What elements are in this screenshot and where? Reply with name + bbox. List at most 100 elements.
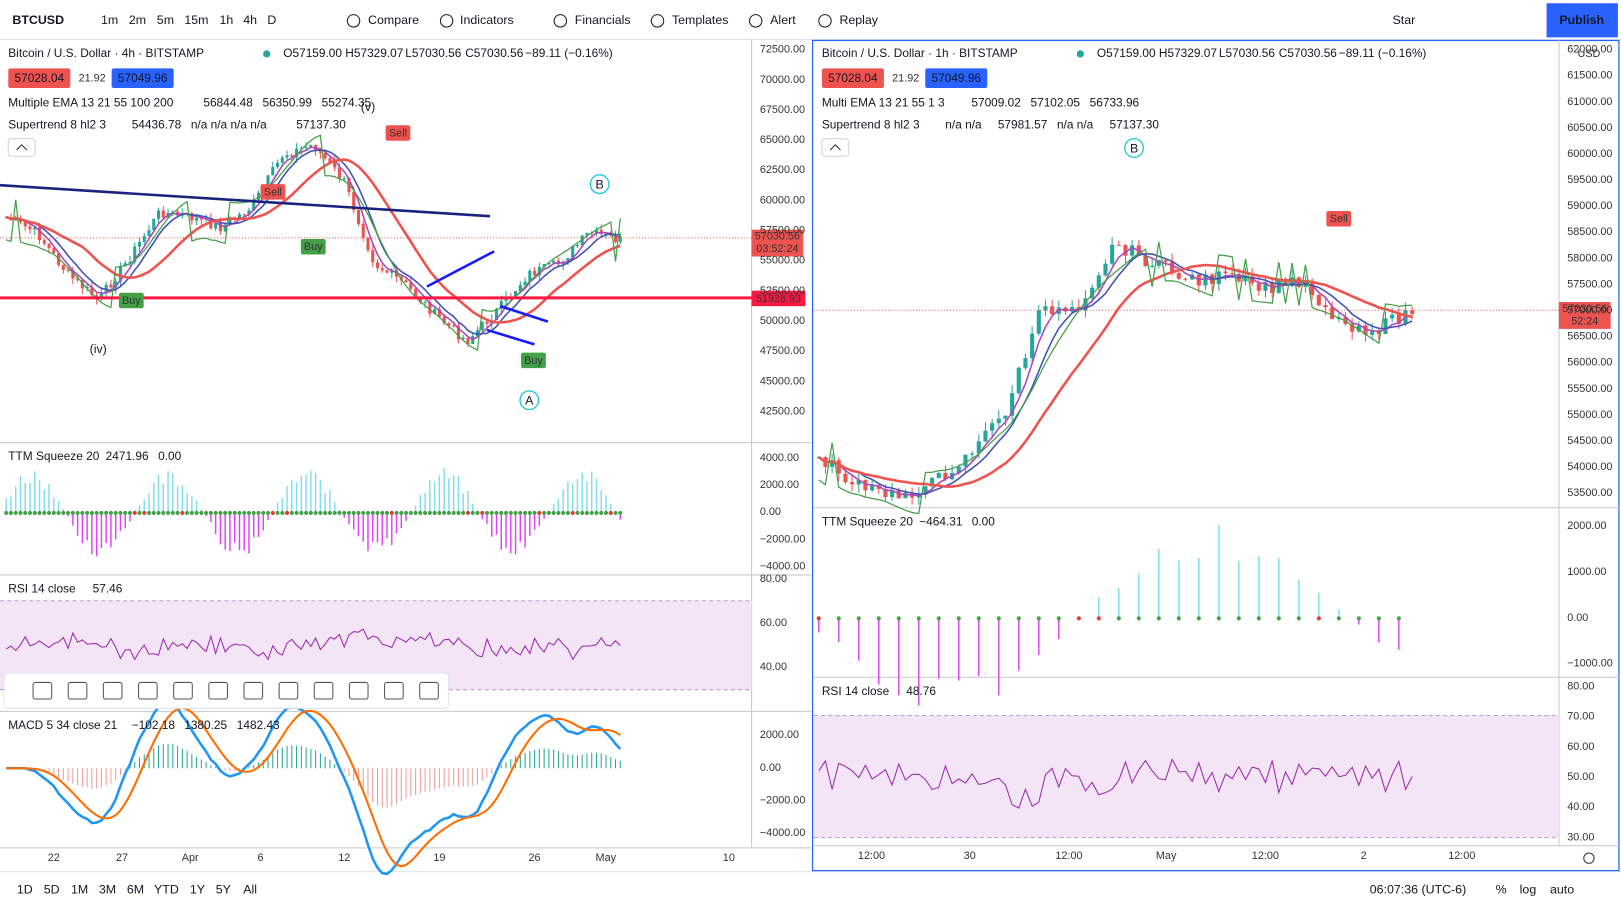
candle-body <box>123 263 127 267</box>
candle-body <box>1376 331 1381 334</box>
indicator-axis-label: 0.00 <box>1567 612 1588 624</box>
drawing-tool[interactable] <box>32 681 53 700</box>
squeeze-dot <box>370 510 375 515</box>
drawing-toolbar[interactable] <box>3 672 450 709</box>
candle-body <box>1350 324 1355 332</box>
candle-body <box>485 321 489 324</box>
candle-body <box>109 284 113 288</box>
candle-body <box>983 430 988 442</box>
interval-button[interactable]: D <box>267 13 276 27</box>
candle-body <box>1143 255 1148 267</box>
scale-option[interactable]: log <box>1520 883 1537 897</box>
toolbar-button[interactable]: Replay <box>839 13 878 27</box>
candle-body <box>1330 307 1335 320</box>
candle-body <box>228 218 232 225</box>
squeeze-dot <box>161 510 166 515</box>
squeeze-dot <box>361 510 366 515</box>
candle-body <box>252 199 256 211</box>
candle-body <box>352 192 356 211</box>
candle-body <box>328 158 332 163</box>
toolbar-button[interactable]: Financials <box>575 13 631 27</box>
ohlc-value: O57159.00 <box>1097 46 1156 60</box>
scale-option[interactable]: auto <box>1550 883 1574 897</box>
wave-circle <box>519 390 540 411</box>
squeeze-dot <box>816 616 821 621</box>
drawing-tool[interactable] <box>313 681 334 700</box>
range-button[interactable]: All <box>243 883 257 897</box>
candle-body <box>1043 306 1048 311</box>
collapse-button[interactable] <box>821 138 850 157</box>
toolbar-button[interactable]: Templates <box>672 13 728 27</box>
squeeze-dot <box>1016 616 1021 621</box>
rsi-line <box>818 757 1413 809</box>
wave-circle <box>589 174 610 195</box>
price-axis-label: 60500.00 <box>1567 122 1612 134</box>
squeeze-dot <box>561 510 566 515</box>
drawing-tool[interactable] <box>278 681 299 700</box>
range-button[interactable]: YTD <box>154 883 179 897</box>
layout-button[interactable]: Star <box>1393 13 1416 27</box>
price-axis-label: 58000.00 <box>1567 252 1612 264</box>
publish-bg[interactable] <box>1546 3 1618 38</box>
candle-body <box>552 260 556 263</box>
range-button[interactable]: 1M <box>71 883 88 897</box>
candle-body <box>61 264 65 270</box>
scale-option[interactable]: % <box>1496 883 1507 897</box>
range-button[interactable]: 1Y <box>190 883 205 897</box>
drawing-tool[interactable] <box>102 681 123 700</box>
range-button[interactable]: 5D <box>44 883 60 897</box>
candle-body <box>480 321 484 331</box>
interval-button[interactable]: 15m <box>184 13 208 27</box>
drawing-tool[interactable] <box>173 681 193 700</box>
candle-body <box>863 480 868 491</box>
toolbar-button[interactable]: Compare <box>368 13 419 27</box>
squeeze-dot <box>37 510 42 515</box>
squeeze-dot <box>389 510 394 515</box>
toolbar-button[interactable]: Alert <box>770 13 796 27</box>
publish-button[interactable]: Publish <box>1559 13 1604 27</box>
price-axis-label: 61000.00 <box>1567 96 1612 108</box>
interval-button[interactable]: 1m <box>101 13 118 27</box>
squeeze-dot <box>1236 616 1241 621</box>
symbol[interactable]: BTCUSD <box>12 13 64 27</box>
collapse-button[interactable] <box>7 138 36 157</box>
interval-button[interactable]: 2m <box>129 13 146 27</box>
indicator-value: 57009.02 <box>971 96 1021 110</box>
squeeze-dot <box>1196 616 1201 621</box>
candle-body <box>1070 307 1075 312</box>
squeeze-dot <box>594 510 599 515</box>
candle-body <box>843 473 848 483</box>
drawing-tool[interactable] <box>384 681 404 700</box>
candle-body <box>1396 314 1401 325</box>
squeeze-dot <box>70 510 75 515</box>
drawing-tool[interactable] <box>243 681 264 700</box>
drawing-tool[interactable] <box>208 681 228 700</box>
squeeze-dot <box>23 510 28 515</box>
candle-body <box>52 248 56 254</box>
drawing-tool[interactable] <box>419 681 439 700</box>
squeeze-dot <box>380 510 385 515</box>
drawing-tool[interactable] <box>67 681 88 700</box>
toolbar <box>0 0 1621 40</box>
indicator-axis-label: 0.00 <box>760 762 781 774</box>
toolbar-button[interactable]: Indicators <box>460 13 514 27</box>
indicator-value: 0.00 <box>972 514 996 528</box>
indicator-value: 57981.57 <box>998 117 1048 131</box>
candle-body <box>1383 318 1388 334</box>
range-button[interactable]: 3M <box>99 883 116 897</box>
time-axis-label: 12:00 <box>1448 850 1475 862</box>
squeeze-dot <box>113 510 118 515</box>
interval-button[interactable]: 4h <box>243 13 257 27</box>
interval-button[interactable]: 5m <box>157 13 174 27</box>
sell-flag-bg <box>385 125 411 141</box>
drawing-tool[interactable] <box>138 681 158 700</box>
interval-button[interactable]: 1h <box>220 13 234 27</box>
squeeze-dot <box>618 510 623 515</box>
range-button[interactable]: 5Y <box>216 883 231 897</box>
range-button[interactable]: 1D <box>17 883 33 897</box>
drawing-tool[interactable] <box>348 681 369 700</box>
range-button[interactable]: 6M <box>127 883 144 897</box>
price-axis-label: 70000.00 <box>760 74 805 86</box>
squeeze-dot <box>351 510 356 515</box>
